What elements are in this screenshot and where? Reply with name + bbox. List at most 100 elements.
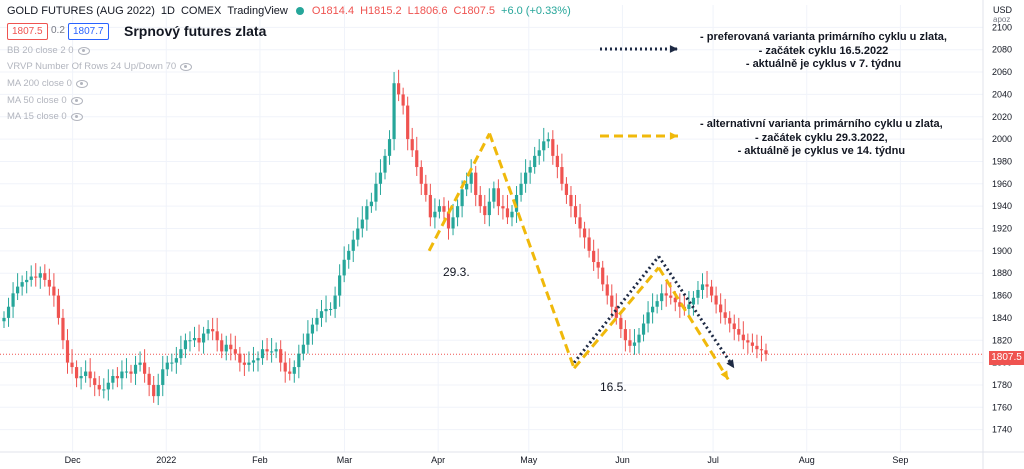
indicator-vrvp[interactable]: VRVP Number Of Rows 24 Up/Down 70 xyxy=(7,61,193,72)
candle-body xyxy=(310,324,315,334)
eye-icon[interactable] xyxy=(70,96,83,105)
candle-body xyxy=(651,306,655,313)
candle-body xyxy=(324,308,328,312)
candle-body xyxy=(392,83,396,140)
indicator-bb[interactable]: BB 20 close 2 0 xyxy=(7,45,90,56)
ohlc-close: C1807.5 xyxy=(453,5,496,17)
candle-body xyxy=(274,349,278,352)
candle-body xyxy=(669,295,673,298)
y-tick-label: 2080 xyxy=(992,45,1012,55)
candle-body xyxy=(442,206,446,212)
y-tick-label: 1960 xyxy=(992,179,1012,189)
candle-body xyxy=(714,295,718,305)
indicator-ma200[interactable]: MA 200 close 0 xyxy=(7,78,88,89)
candle-body xyxy=(38,273,42,278)
candle-body xyxy=(569,194,573,207)
candle-body xyxy=(660,293,664,302)
candle-body xyxy=(501,206,505,209)
candle-body xyxy=(29,276,33,280)
alternative-cycle-line xyxy=(657,266,730,381)
candle-body xyxy=(43,273,47,280)
candle-body xyxy=(728,317,732,324)
candle-body xyxy=(188,340,192,342)
candle-body xyxy=(387,139,392,156)
candle-body xyxy=(709,286,714,296)
candle-body xyxy=(555,155,559,168)
exchange: COMEX xyxy=(180,5,222,17)
candle-body xyxy=(397,83,401,95)
candle-body xyxy=(192,338,197,341)
candle-body xyxy=(487,201,491,216)
candle-body xyxy=(183,340,188,350)
currency-sub: apoz xyxy=(993,15,1011,24)
eye-icon[interactable] xyxy=(75,79,88,88)
candle-body xyxy=(106,382,110,390)
candle-body xyxy=(514,194,519,212)
candle-body xyxy=(220,340,224,352)
symbol-name[interactable]: GOLD FUTURES (AUG 2022) xyxy=(7,5,155,17)
candle-body xyxy=(419,167,423,184)
note-alternative: - alternativní varianta primárního cyklu… xyxy=(700,118,943,157)
candle-body xyxy=(374,183,378,202)
candle-body xyxy=(61,317,65,341)
currency-label[interactable]: USD xyxy=(993,5,1013,15)
candle-body xyxy=(564,183,569,195)
candle-body xyxy=(533,155,537,168)
x-tick-label: Sep xyxy=(892,455,908,465)
candle-body xyxy=(587,237,591,251)
candle-body xyxy=(360,219,364,229)
eye-icon[interactable] xyxy=(180,62,193,71)
cycle-lines xyxy=(427,45,736,381)
eye-icon[interactable] xyxy=(70,112,83,121)
candle-body xyxy=(16,286,20,294)
candle-body xyxy=(646,312,650,324)
candle-body xyxy=(705,284,709,287)
alternative-cycle-line-head xyxy=(720,370,729,380)
source: TradingView xyxy=(227,5,288,17)
candle-body xyxy=(102,389,106,391)
y-tick-label: 1940 xyxy=(992,201,1012,211)
candle-body xyxy=(560,167,564,184)
candle-body xyxy=(133,364,138,374)
candle-body xyxy=(206,329,210,334)
sell-price-button[interactable]: 1807.5 xyxy=(7,23,48,40)
candle-body xyxy=(251,360,256,363)
y-tick-label: 1760 xyxy=(992,402,1012,412)
candle-body xyxy=(365,206,369,220)
buy-price-button[interactable]: 1807.7 xyxy=(68,23,109,40)
candle-body xyxy=(378,172,383,184)
indicator-ma50[interactable]: MA 50 close 0 xyxy=(7,95,83,106)
chart-title: Srpnový futures zlata xyxy=(124,23,267,39)
candle-body xyxy=(632,342,637,346)
y-tick-label: 1740 xyxy=(992,425,1012,435)
candle-body xyxy=(696,289,700,298)
chart-grid xyxy=(0,5,983,452)
candle-body xyxy=(233,349,237,354)
interval[interactable]: 1D xyxy=(160,5,175,17)
candle-body xyxy=(93,378,97,385)
candle-body xyxy=(732,323,736,330)
candle-body xyxy=(478,194,482,207)
candle-body xyxy=(34,276,38,278)
candle-body xyxy=(451,217,455,229)
y-tick-label: 1860 xyxy=(992,291,1012,301)
candle-body xyxy=(741,334,745,341)
candle-body xyxy=(165,362,169,370)
alternative-cycle-line xyxy=(427,132,491,252)
candle-body xyxy=(201,333,206,343)
y-tick-label: 2020 xyxy=(992,112,1012,122)
indicator-ma15[interactable]: MA 15 close 0 xyxy=(7,111,83,122)
candle-body xyxy=(759,349,764,351)
candle-body xyxy=(596,262,600,268)
candle-body xyxy=(614,306,618,318)
candle-body xyxy=(315,317,319,325)
alternative-cycle-line xyxy=(572,266,660,370)
y-tick-label: 1840 xyxy=(992,313,1012,323)
candle-body xyxy=(369,201,373,207)
eye-icon[interactable] xyxy=(77,46,90,55)
candle-body xyxy=(623,329,627,341)
candle-body xyxy=(573,206,578,218)
candle-body xyxy=(755,345,759,350)
